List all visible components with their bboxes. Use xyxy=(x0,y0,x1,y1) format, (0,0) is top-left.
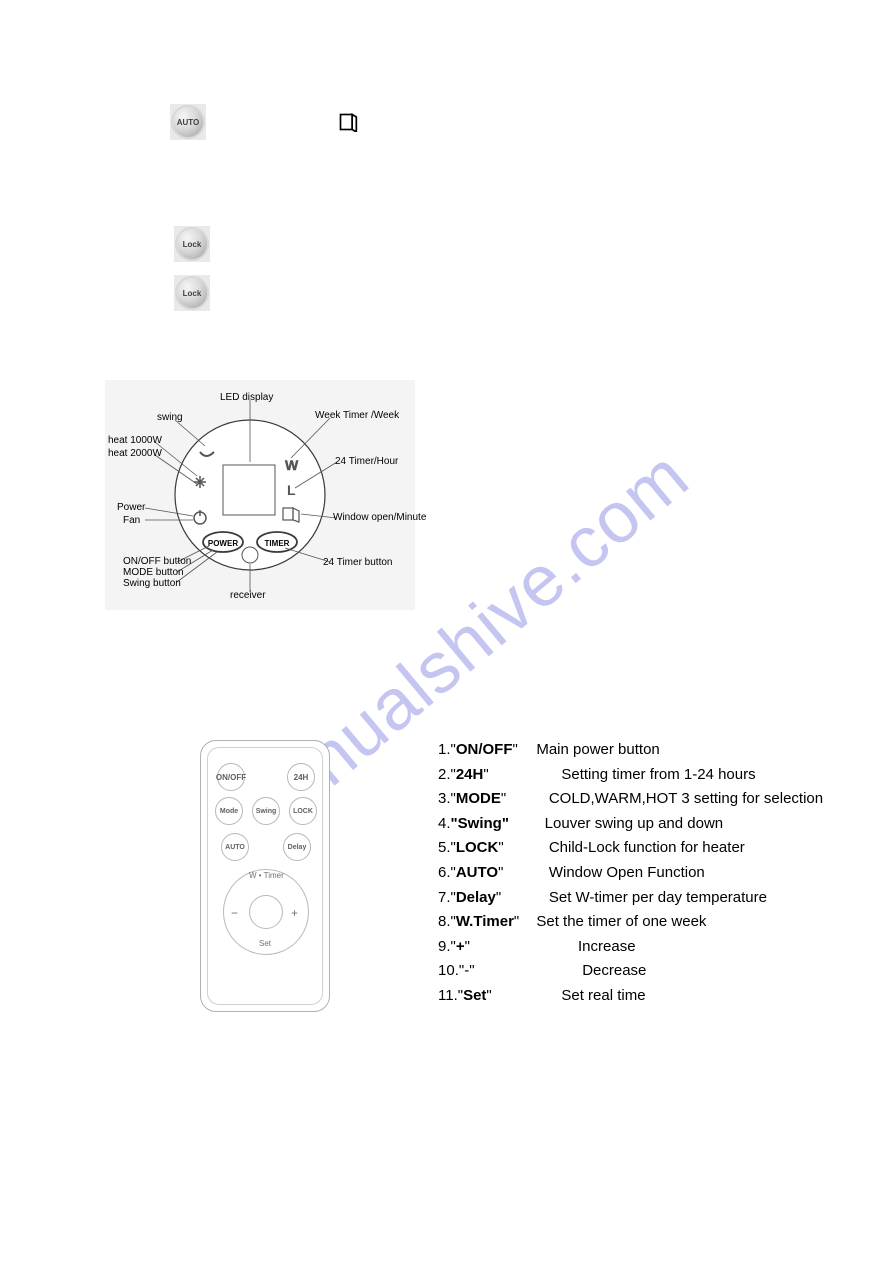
remote-swing-button: Swing xyxy=(252,797,280,825)
label-led-display: LED display xyxy=(220,392,273,403)
fn-row-7: 7."Delay" Set W-timer per day temperatur… xyxy=(438,886,823,911)
auto-button-label: AUTO xyxy=(177,118,200,127)
remote-set-label: Set xyxy=(259,939,271,948)
remote-control-diagram: ON/OFF 24H Mode Swing LOCK AUTO Delay W … xyxy=(200,740,330,1012)
remote-lock-label: LOCK xyxy=(293,808,313,815)
label-window-open-minute: Window open/Minute xyxy=(333,512,426,523)
remote-minus-label: − xyxy=(231,906,238,920)
svg-text:L: L xyxy=(287,482,296,498)
remote-delay-label: Delay xyxy=(288,844,307,851)
remote-mode-button: Mode xyxy=(215,797,243,825)
remote-auto-button: AUTO xyxy=(221,833,249,861)
label-24-timer-button: 24 Timer button xyxy=(323,557,392,568)
remote-wtimer-label: W • Timer xyxy=(249,871,284,880)
label-receiver: receiver xyxy=(230,590,266,601)
remote-auto-label: AUTO xyxy=(225,844,245,851)
fn-row-11: 11."Set" Set real time xyxy=(438,984,823,1009)
label-heat-1000: heat 1000W xyxy=(108,435,162,446)
control-panel-diagram: W L POWER TIMER xyxy=(105,380,415,610)
fn-row-3: 3."MODE" COLD,WARM,HOT 3 setting for sel… xyxy=(438,787,823,812)
window-open-icon xyxy=(338,112,358,132)
label-heat-2000: heat 2000W xyxy=(108,448,162,459)
remote-swing-label: Swing xyxy=(256,808,277,815)
fn-row-4: 4."Swing" Louver swing up and down xyxy=(438,812,823,837)
lock-button-label-1: Lock xyxy=(183,240,202,249)
fn-row-5: 5."LOCK" Child-Lock function for heater xyxy=(438,836,823,861)
lock-physical-button-2: Lock xyxy=(177,278,207,308)
manual-page: AUTO Lock Lock xyxy=(0,0,893,1263)
fn-row-6: 6."AUTO" Window Open Function xyxy=(438,861,823,886)
label-mode-button: MODE button xyxy=(123,567,184,578)
label-swing-button: Swing button xyxy=(123,578,181,589)
remote-mode-label: Mode xyxy=(220,808,238,815)
label-onoff-button: ON/OFF button xyxy=(123,556,191,567)
fn-row-9: 9."+" Increase xyxy=(438,935,823,960)
remote-onoff-label: ON/OFF xyxy=(216,773,246,782)
svg-text:W: W xyxy=(285,457,299,473)
auto-physical-button: AUTO xyxy=(173,107,203,137)
svg-text:POWER: POWER xyxy=(208,539,238,548)
remote-wheel-inner xyxy=(249,895,283,929)
remote-delay-button: Delay xyxy=(283,833,311,861)
fn-row-10: 10."-" Decrease xyxy=(438,959,823,984)
svg-text:TIMER: TIMER xyxy=(265,539,290,548)
function-list: 1."ON/OFF" Main power button 2."24H" Set… xyxy=(438,738,823,1009)
lock-physical-button-1: Lock xyxy=(177,229,207,259)
lock-button-label-2: Lock xyxy=(183,289,202,298)
label-swing: swing xyxy=(157,412,183,423)
remote-24h-button: 24H xyxy=(287,763,315,791)
remote-24h-label: 24H xyxy=(294,773,309,782)
fn-row-8: 8."W.Timer" Set the timer of one week xyxy=(438,910,823,935)
fn-row-1: 1."ON/OFF" Main power button xyxy=(438,738,823,763)
remote-lock-button: LOCK xyxy=(289,797,317,825)
fn-row-2: 2."24H" Setting timer from 1-24 hours xyxy=(438,763,823,788)
label-power: Power xyxy=(117,502,145,513)
label-24-timer-hour: 24 Timer/Hour xyxy=(335,456,398,467)
label-week-timer: Week Timer /Week xyxy=(315,410,399,421)
remote-onoff-button: ON/OFF xyxy=(217,763,245,791)
remote-plus-label: + xyxy=(291,906,298,920)
label-fan: Fan xyxy=(123,515,140,526)
